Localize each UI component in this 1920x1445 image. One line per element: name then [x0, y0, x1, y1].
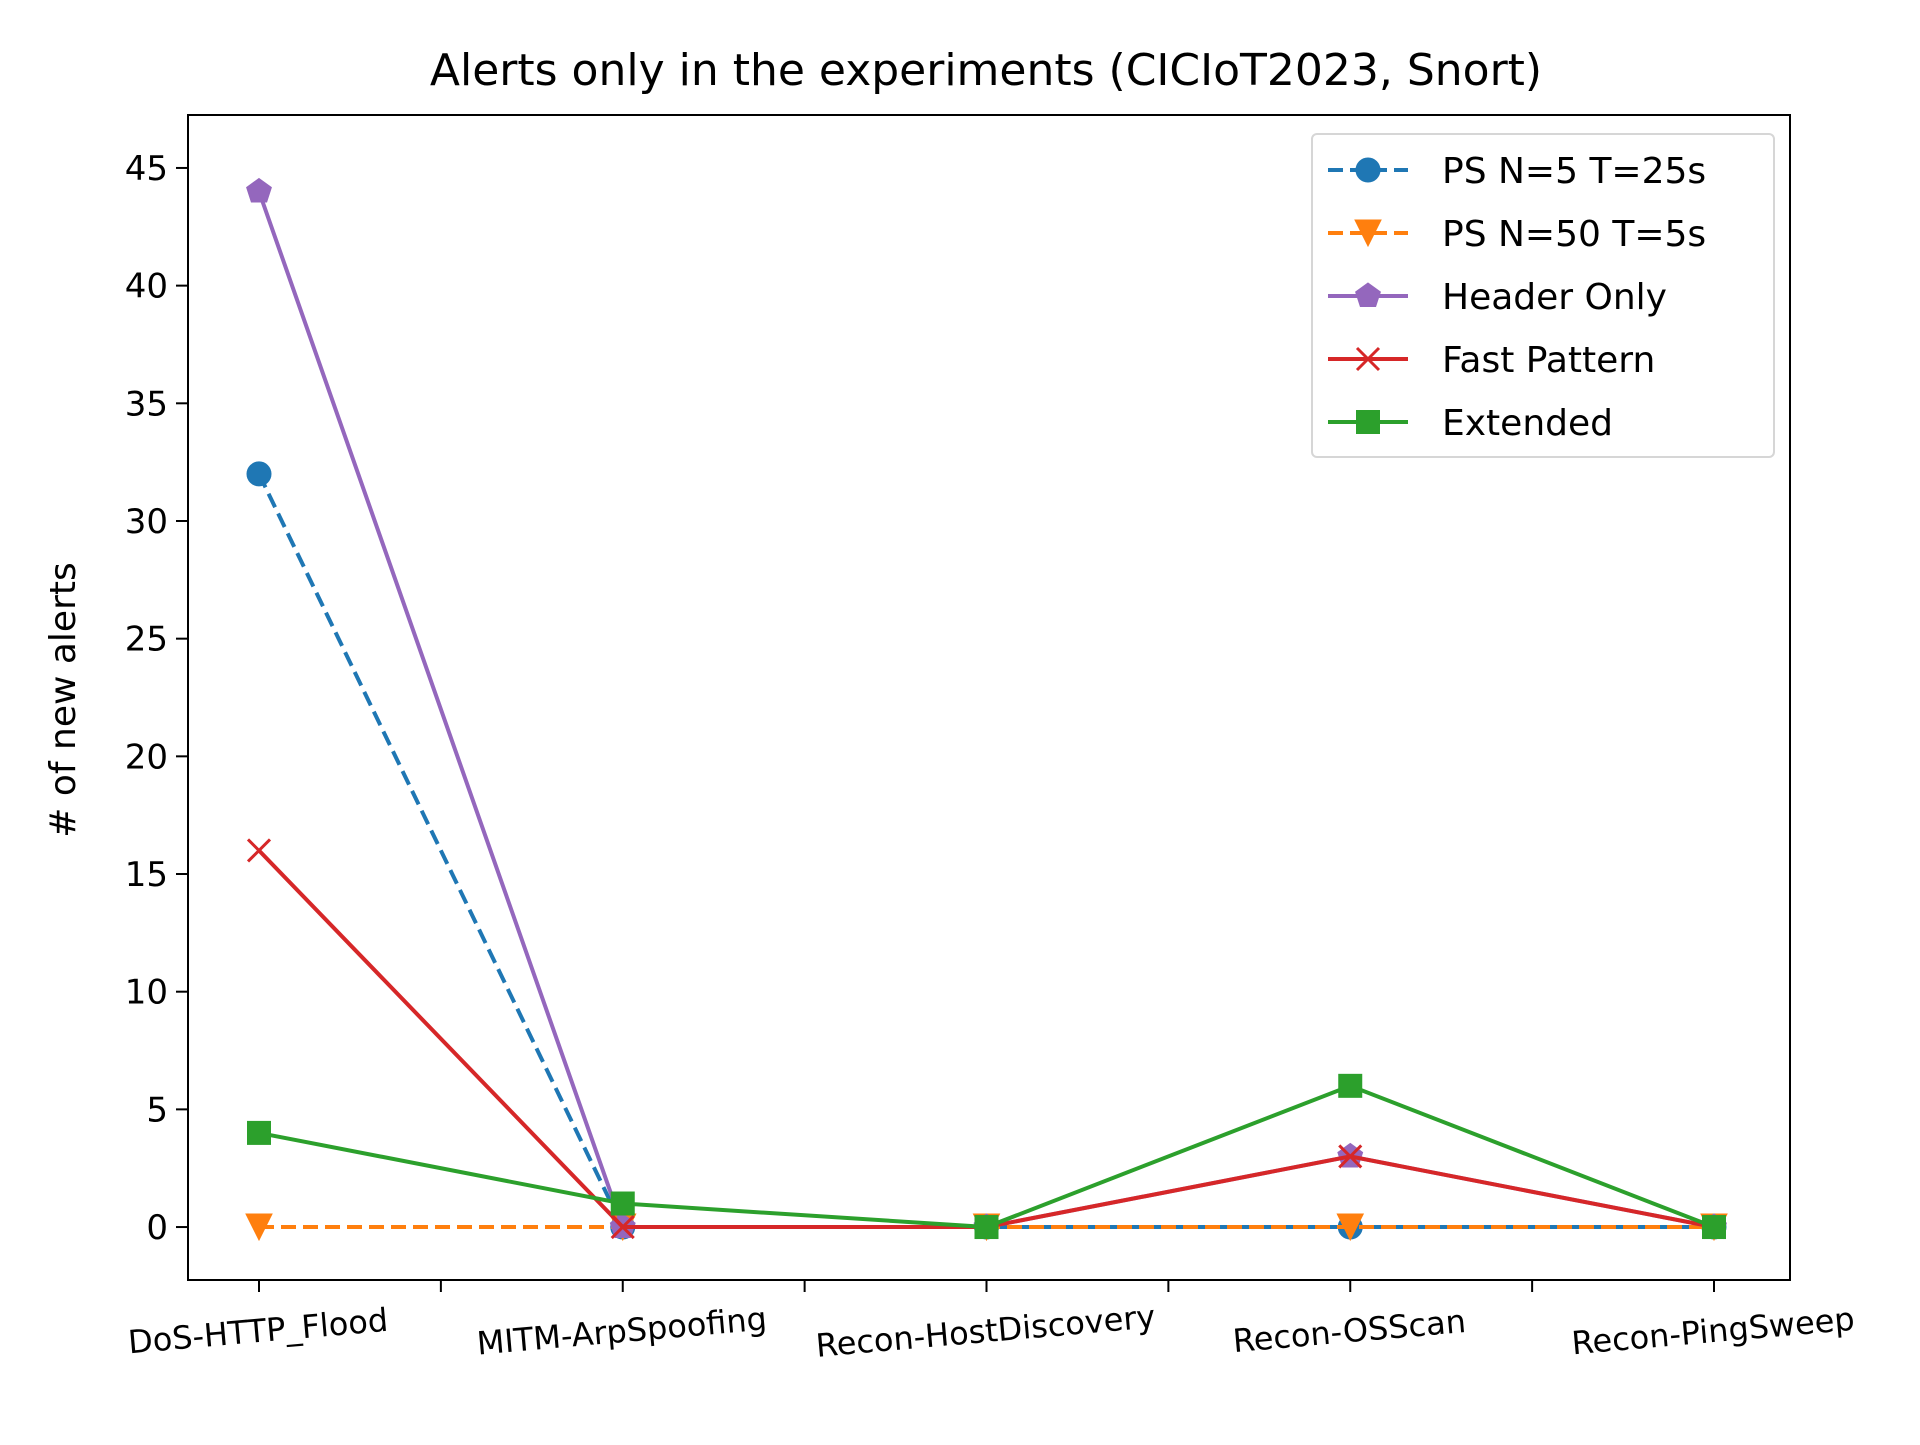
series-5-point — [247, 1120, 271, 1145]
x-tick-label: DoS-HTTP_Flood — [127, 1301, 390, 1362]
legend-label: Header Only — [1442, 277, 1667, 318]
series-2-point — [1336, 1213, 1365, 1242]
series-line-4 — [257, 849, 1715, 1230]
y-axis-label: # of new alerts — [43, 562, 84, 837]
x-tick-label: Recon-HostDiscovery — [814, 1297, 1156, 1365]
y-tick-label: 40 — [125, 267, 168, 307]
chart-title: Alerts only in the experiments (CICIoT20… — [430, 45, 1542, 96]
legend-marker — [1355, 282, 1381, 308]
series-1-point — [246, 461, 272, 487]
y-tick-label: 45 — [125, 149, 168, 189]
series-4-point — [610, 1214, 635, 1240]
series-4-point — [246, 838, 272, 863]
y-tick-label: 30 — [125, 502, 168, 542]
legend: PS N=5 T=25s PS N=50 T=5s Header Only Fast … — [1311, 133, 1775, 458]
series-2-point — [245, 1213, 273, 1242]
legend-marker — [1355, 157, 1381, 183]
legend-label: Fast Pattern — [1442, 340, 1655, 381]
series-3-point — [246, 177, 272, 203]
legend-marker — [1354, 219, 1382, 248]
y-tick-label: 15 — [125, 855, 168, 895]
series-4-point — [1338, 1144, 1363, 1169]
series-line-5 — [258, 1083, 1715, 1230]
y-tick-label: 25 — [125, 620, 168, 660]
series-5-point — [1702, 1215, 1726, 1240]
legend-label: Extended — [1442, 403, 1613, 444]
legend-marker — [1355, 346, 1381, 372]
legend-label: PS N=5 T=25s — [1442, 151, 1706, 192]
y-tick-label: 20 — [125, 737, 168, 777]
series-5-point — [974, 1215, 999, 1240]
axes-frame — [187, 114, 1791, 1281]
series-5-point — [1338, 1073, 1363, 1098]
y-tick-label: 5 — [146, 1090, 168, 1130]
x-tick-label: Recon-PingSweep — [1570, 1300, 1856, 1363]
y-tick-label: 35 — [125, 384, 168, 424]
x-tick-label: MITM-ArpSpoofing — [475, 1299, 768, 1362]
series-5-point — [610, 1191, 635, 1216]
y-tick-label: 0 — [146, 1208, 168, 1248]
series-line-1 — [257, 473, 1714, 1230]
legend-box — [1311, 133, 1775, 458]
y-tick-label: 10 — [125, 973, 168, 1013]
x-tick-label: Recon-OSScan — [1231, 1302, 1467, 1360]
legend-label: PS N=50 T=5s — [1442, 214, 1706, 255]
legend-marker — [1356, 410, 1380, 434]
